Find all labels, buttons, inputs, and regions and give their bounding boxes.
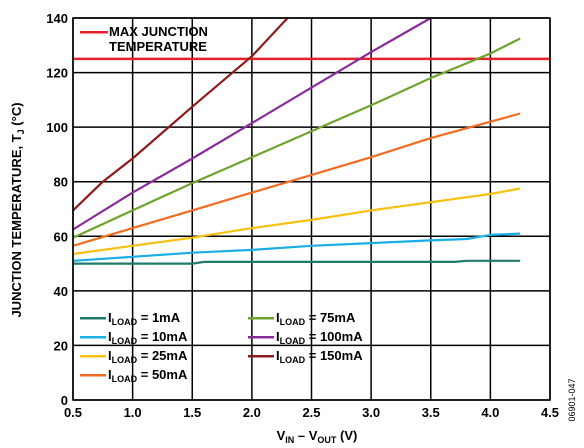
series-line-100mA xyxy=(72,17,432,231)
legend-swatch-150mA xyxy=(248,355,274,358)
series-line-50mA xyxy=(72,112,521,247)
x-axis-title: VIN – VOUT (V) xyxy=(277,428,358,445)
series-lines xyxy=(72,17,521,265)
x-tick-label-6: 3.5 xyxy=(422,405,440,420)
figure-id: 06901-047 xyxy=(567,378,577,421)
legend-label-75mA: ILOAD = 75mA xyxy=(276,310,356,327)
y-tick-label-6: 120 xyxy=(46,66,68,81)
y-tick-label-4: 80 xyxy=(54,175,68,190)
legend-swatch-50mA xyxy=(80,374,106,377)
series-line-75mA xyxy=(72,37,521,239)
y-tick-label-1: 20 xyxy=(54,338,68,353)
legend-swatch-75mA xyxy=(248,317,274,320)
x-tick-label-7: 4.0 xyxy=(481,405,499,420)
plot-frame xyxy=(72,17,551,401)
x-tick-label-8: 4.5 xyxy=(541,405,559,420)
series-line-1mA xyxy=(73,259,521,265)
x-tick-label-4: 2.5 xyxy=(302,405,320,420)
legend-swatch-10mA xyxy=(80,336,106,339)
x-tick-labels: 0.5 1.0 1.5 2.0 2.5 3.0 3.5 4.0 4.5 xyxy=(64,405,559,420)
legend-label-25mA: ILOAD = 25mA xyxy=(108,348,188,365)
x-tick-label-0: 0.5 xyxy=(64,405,82,420)
max-junction-label-line2: TEMPERATURE xyxy=(109,39,207,54)
legend: ILOAD = 1mA ILOAD = 10mA ILOAD = 25mA ILOAD… xyxy=(80,310,363,384)
max-junction-label: MAX JUNCTION TEMPERATURE xyxy=(80,24,208,54)
x-tick-label-3: 2.0 xyxy=(243,405,261,420)
legend-swatch-100mA xyxy=(248,336,274,339)
legend-swatch-25mA xyxy=(80,355,106,358)
legend-label-10mA: ILOAD = 10mA xyxy=(108,329,188,346)
y-tick-label-5: 100 xyxy=(46,120,68,135)
legend-swatch-1mA xyxy=(80,317,106,320)
series-line-150mA xyxy=(72,17,289,212)
max-junction-legend-swatch xyxy=(80,31,108,34)
y-tick-labels: 0 20 40 60 80 100 120 140 xyxy=(46,11,68,408)
y-tick-label-0: 0 xyxy=(61,393,68,408)
y-tick-label-7: 140 xyxy=(46,11,68,26)
legend-label-150mA: ILOAD = 150mA xyxy=(276,348,363,365)
max-junction-label-line1: MAX JUNCTION xyxy=(109,24,208,39)
y-tick-label-2: 40 xyxy=(54,284,68,299)
x-tick-label-5: 3.0 xyxy=(362,405,380,420)
y-tick-label-3: 60 xyxy=(54,229,68,244)
legend-label-1mA: ILOAD = 1mA xyxy=(108,310,181,327)
y-axis-title: JUNCTION TEMPERATURE, TJ (°C) xyxy=(9,102,26,317)
legend-label-100mA: ILOAD = 100mA xyxy=(276,329,363,346)
x-tick-label-1: 1.0 xyxy=(124,405,142,420)
x-tick-label-2: 1.5 xyxy=(183,405,201,420)
series-line-10mA xyxy=(72,232,521,262)
series-line-25mA xyxy=(72,187,521,256)
legend-label-50mA: ILOAD = 50mA xyxy=(108,367,188,384)
